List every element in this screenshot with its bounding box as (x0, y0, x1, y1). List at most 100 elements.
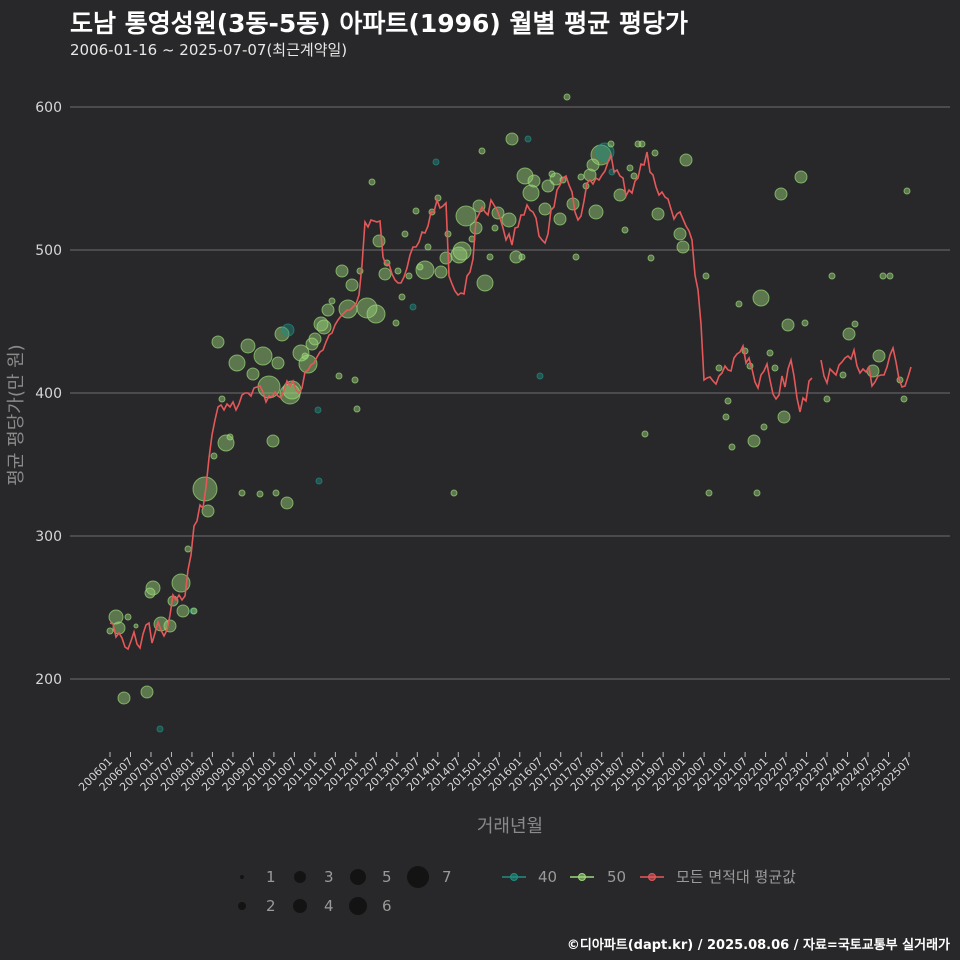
data-point-bubble (588, 204, 604, 220)
data-point-bubble (372, 234, 386, 248)
data-point-bubble (577, 173, 585, 181)
legend-size-circle (407, 866, 429, 888)
data-point-bubble (522, 184, 540, 202)
data-point-bubble (308, 332, 322, 346)
bubble-layer (106, 93, 911, 733)
data-point-bubble (226, 433, 234, 441)
data-point-bubble (124, 613, 132, 621)
data-point-bubble (335, 372, 343, 380)
data-point-bubble (218, 395, 226, 403)
data-point-bubble (452, 241, 472, 261)
data-point-bubble (501, 212, 517, 228)
data-point-bubble (434, 194, 442, 202)
legend-color-label: 40 (538, 868, 557, 886)
data-point-bubble (647, 254, 655, 262)
data-point-bubble (753, 489, 761, 497)
x-tick-labels: 2006012006072007012007072008012008072009… (76, 752, 914, 794)
legend-color-label: 모든 면적대 평균값 (676, 868, 796, 886)
data-point-bubble (439, 251, 453, 265)
y-tick-label: 600 (35, 100, 62, 116)
data-point-bubble (518, 253, 526, 261)
data-point-bubble (774, 187, 788, 201)
legend-size-label: 1 (266, 868, 276, 886)
data-point-bubble (432, 158, 440, 166)
data-point-bubble (705, 489, 713, 497)
data-point-bubble (476, 274, 494, 292)
data-point-bubble (298, 354, 318, 374)
legend-size-circle (293, 899, 307, 913)
average-price-line (820, 345, 912, 389)
data-point-bubble (412, 207, 420, 215)
data-point-bubble (156, 725, 164, 733)
data-point-bubble (455, 205, 477, 227)
data-point-bubble (450, 246, 468, 264)
legend-color-dot (648, 873, 656, 881)
legend-size-label: 5 (382, 868, 392, 886)
data-point-bubble (292, 344, 310, 362)
data-point-bubble (163, 619, 177, 633)
data-point-bubble (524, 135, 532, 143)
data-point-bubble (144, 587, 156, 599)
x-axis-title: 거래년월 (477, 816, 543, 837)
data-point-bubble (794, 170, 808, 184)
data-point-bubble (106, 627, 114, 635)
data-point-bubble (735, 300, 743, 308)
data-point-bubble (777, 410, 791, 424)
data-point-bubble (851, 320, 859, 328)
data-point-bubble (281, 323, 295, 337)
data-point-bubble (351, 376, 359, 384)
legend: 1 2 3 4 5 6 7 40 50 모든 면적대 평균값 (238, 866, 796, 915)
grid-lines (70, 106, 950, 680)
legend-size-circle (238, 902, 246, 910)
data-point-bubble (401, 230, 409, 238)
data-point-bubble (176, 604, 190, 618)
data-point-bubble (828, 272, 836, 280)
average-price-line (109, 151, 813, 651)
y-tick-label: 400 (35, 386, 62, 402)
data-point-bubble (491, 224, 499, 232)
data-point-bubble (752, 289, 770, 307)
data-point-bubble (266, 434, 280, 448)
data-point-bubble (563, 93, 571, 101)
data-point-bubble (184, 545, 192, 553)
data-point-bubble (238, 489, 246, 497)
legend-size-circle (240, 875, 244, 879)
data-point-bubble (702, 272, 710, 280)
data-point-bubble (607, 140, 615, 148)
data-point-bubble (405, 272, 413, 280)
data-point-bubble (516, 167, 534, 185)
data-point-bubble (316, 319, 332, 335)
data-point-bubble (839, 371, 847, 379)
data-point-bubble (280, 496, 294, 510)
data-point-bubble (450, 489, 458, 497)
data-point-bubble (140, 685, 154, 699)
data-point-bubble (424, 243, 432, 251)
data-point-bubble (211, 335, 225, 349)
data-point-bubble (728, 443, 736, 451)
data-point-bubble (345, 278, 359, 292)
chart-subtitle: 2006-01-16 ~ 2025-07-07(최근계약일) (70, 41, 348, 59)
y-tick-labels: 200 300 400 500 600 (35, 100, 62, 688)
data-point-bubble (801, 319, 809, 327)
data-point-bubble (903, 187, 911, 195)
data-point-bubble (486, 253, 494, 261)
data-point-bubble (272, 489, 280, 497)
data-point-bubble (879, 272, 887, 280)
data-point-bubble (201, 504, 215, 518)
data-point-bubble (378, 267, 392, 281)
data-point-bubble (613, 188, 627, 202)
data-point-bubble (328, 297, 336, 305)
average-line-layer (109, 151, 912, 651)
data-point-bubble (722, 413, 730, 421)
data-point-bubble (527, 174, 541, 188)
data-point-bubble (638, 140, 646, 148)
data-point-bubble (190, 607, 198, 615)
data-point-bubble (478, 147, 486, 155)
data-point-bubble (572, 253, 580, 261)
data-point-bubble (651, 207, 665, 221)
data-point-bubble (415, 260, 435, 280)
legend-size-label: 2 (266, 897, 276, 915)
legend-color-dot (510, 873, 518, 881)
data-point-bubble (434, 265, 448, 279)
